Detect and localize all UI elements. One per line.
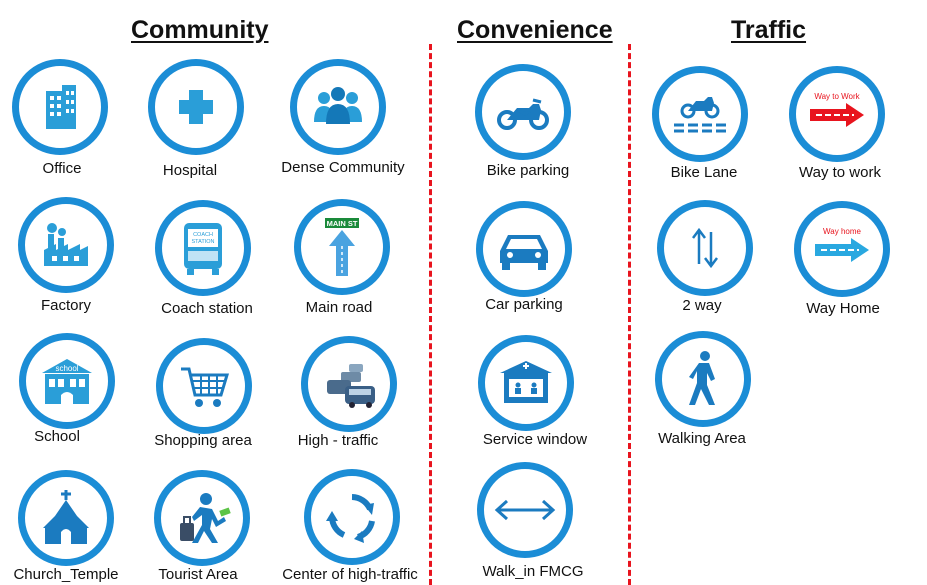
way-home-sign: Way home	[823, 227, 861, 236]
label-bike-lane: Bike Lane	[670, 164, 738, 181]
label-way-to-work: Way to work	[799, 164, 881, 181]
car-icon	[476, 201, 572, 297]
office-icon	[12, 59, 108, 155]
label-factory: Factory	[40, 297, 92, 314]
traffic-jam-icon	[301, 336, 397, 432]
label-way-home: Way Home	[806, 300, 880, 317]
shopping-cart-icon	[156, 338, 252, 434]
refresh-arrows-icon	[304, 469, 400, 565]
double-arrow-icon	[477, 462, 573, 558]
people-group-icon	[290, 59, 386, 155]
school-icon: school	[19, 333, 115, 429]
label-walk-in-fmcg: Walk_in FMCG	[482, 563, 584, 580]
label-high-traffic: High - traffic	[297, 432, 379, 449]
label-dense-community: Dense Community	[281, 159, 405, 176]
label-school: School	[34, 428, 80, 445]
main-road-icon: MAIN ST	[294, 199, 390, 295]
label-walking-area: Walking Area	[658, 430, 746, 447]
section-header-convenience: Convenience	[457, 16, 613, 44]
label-bike-parking: Bike parking	[486, 162, 570, 179]
section-divider	[628, 44, 631, 585]
section-divider	[429, 44, 432, 585]
service-window-icon	[478, 335, 574, 431]
motorbike-icon	[475, 64, 571, 160]
way-home-arrow-icon: Way home	[794, 201, 890, 297]
label-hospital: Hospital	[162, 162, 218, 179]
label-center-high-traffic: Center of high-traffic	[282, 566, 418, 583]
factory-icon	[18, 197, 114, 293]
label-office: Office	[42, 160, 82, 177]
traveler-icon	[154, 470, 250, 566]
bus-icon: COACH STATION	[155, 200, 251, 296]
label-car-parking: Car parking	[485, 296, 563, 313]
school-sign: school	[55, 364, 78, 373]
way-to-work-sign: Way to Work	[814, 92, 860, 101]
main-st-sign: MAIN ST	[327, 219, 358, 228]
svg-text:STATION: STATION	[191, 239, 214, 245]
label-main-road: Main road	[305, 299, 373, 316]
hospital-icon	[148, 59, 244, 155]
label-shopping-area: Shopping area	[154, 432, 252, 449]
way-to-work-arrow-icon: Way to Work	[789, 66, 885, 162]
section-header-traffic: Traffic	[731, 16, 807, 44]
label-church-temple: Church_Temple	[13, 566, 119, 583]
coach-station-sign: COACH	[193, 232, 213, 238]
pedestrian-icon	[655, 331, 751, 427]
church-icon	[18, 470, 114, 566]
section-header-community: Community	[131, 16, 269, 44]
label-tourist-area: Tourist Area	[158, 566, 238, 583]
label-2-way: 2 way	[682, 297, 722, 314]
two-way-arrows-icon	[657, 200, 753, 296]
bike-lane-icon	[652, 66, 748, 162]
label-service-window: Service window	[482, 431, 588, 448]
label-coach-station: Coach station	[161, 300, 253, 317]
